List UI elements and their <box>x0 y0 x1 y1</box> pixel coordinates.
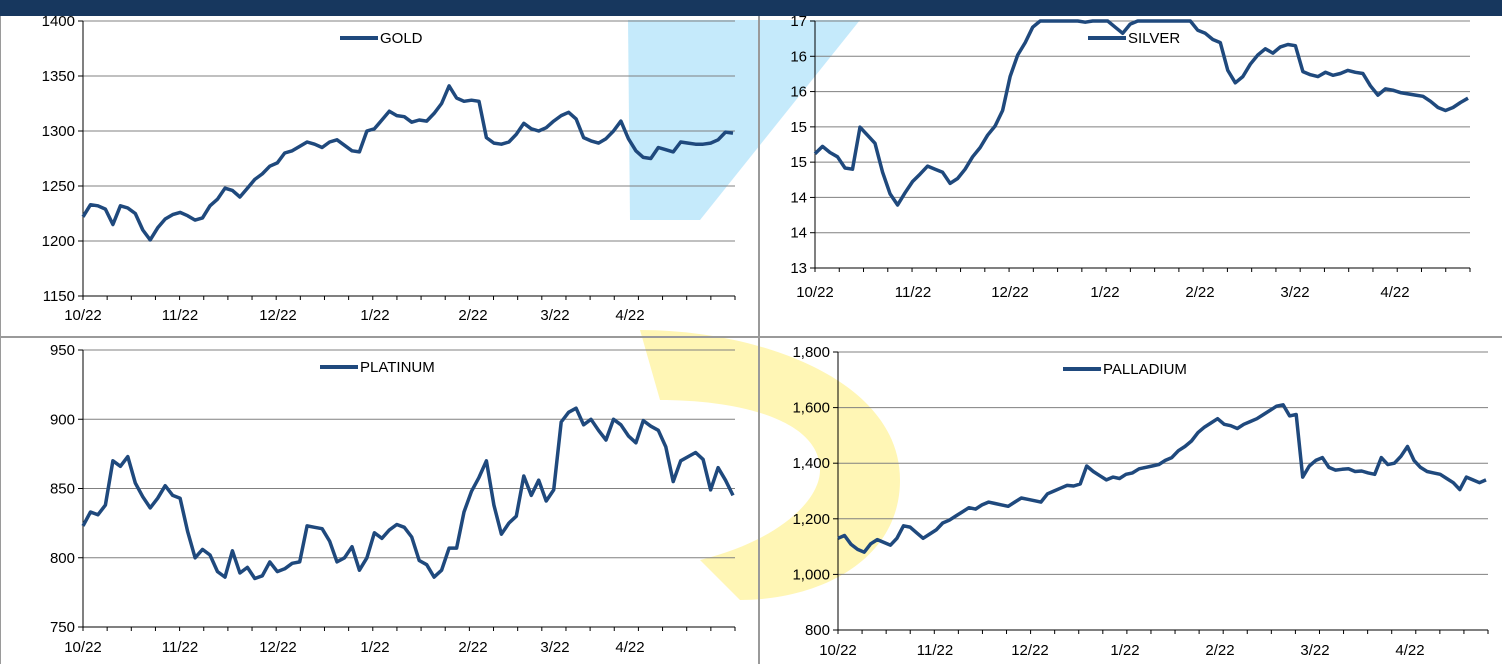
y-tick-label: 15 <box>790 119 807 136</box>
series-line-silver <box>813 19 1469 207</box>
y-tick-label: 15 <box>790 154 807 171</box>
y-tick-label: 1,600 <box>792 400 830 417</box>
x-tick-label: 12/22 <box>259 639 297 656</box>
x-tick-label: 4/22 <box>1380 284 1409 301</box>
horizontal-divider <box>0 336 1502 338</box>
x-tick-label: 2/22 <box>1205 642 1234 659</box>
y-tick-label: 13 <box>790 260 807 277</box>
x-tick-label: 1/22 <box>360 639 389 656</box>
y-tick-label: 1200 <box>42 233 75 250</box>
y-tick-label: 750 <box>50 619 75 636</box>
x-tick-label: 10/22 <box>796 284 834 301</box>
x-tick-label: 3/22 <box>1300 642 1329 659</box>
legend-label-platinum: PLATINUM <box>360 359 435 376</box>
x-tick-label: 10/22 <box>64 639 102 656</box>
x-tick-label: 2/22 <box>1185 284 1214 301</box>
x-tick-label: 12/22 <box>259 307 297 324</box>
legend-label-gold: GOLD <box>380 30 423 47</box>
x-tick-label: 2/22 <box>458 639 487 656</box>
y-tick-label: 14 <box>790 189 807 206</box>
legend-label-palladium: PALLADIUM <box>1103 361 1187 378</box>
x-tick-label: 3/22 <box>540 639 569 656</box>
legend-label-silver: SILVER <box>1128 30 1180 47</box>
series-line-gold <box>81 84 734 242</box>
vertical-divider <box>758 16 760 664</box>
y-tick-label: 800 <box>805 622 830 639</box>
y-tick-label: 1300 <box>42 123 75 140</box>
y-tick-label: 800 <box>50 550 75 567</box>
x-tick-label: 10/22 <box>64 307 102 324</box>
left-border <box>0 16 1 664</box>
y-tick-label: 1,800 <box>792 344 830 361</box>
y-tick-label: 1350 <box>42 68 75 85</box>
y-tick-label: 16 <box>790 48 807 65</box>
x-tick-label: 11/22 <box>162 639 198 656</box>
x-tick-label: 12/22 <box>1011 642 1049 659</box>
x-tick-label: 1/22 <box>360 307 389 324</box>
y-tick-label: 17 <box>790 13 807 30</box>
y-tick-label: 16 <box>790 84 807 101</box>
y-tick-label: 1250 <box>42 178 75 195</box>
y-tick-label: 950 <box>50 342 75 359</box>
x-tick-label: 3/22 <box>1280 284 1309 301</box>
series-line-platinum <box>81 406 735 581</box>
x-tick-label: 2/22 <box>458 307 487 324</box>
series-line-palladium <box>837 403 1487 554</box>
x-tick-label: 4/22 <box>615 307 644 324</box>
y-tick-label: 14 <box>790 225 807 242</box>
x-tick-label: 10/22 <box>819 642 857 659</box>
x-tick-label: 1/22 <box>1090 284 1119 301</box>
y-tick-label: 850 <box>50 481 75 498</box>
x-tick-label: 3/22 <box>540 307 569 324</box>
y-tick-label: 1150 <box>43 288 75 305</box>
x-tick-label: 12/22 <box>991 284 1029 301</box>
y-tick-label: 900 <box>50 411 75 428</box>
x-tick-label: 4/22 <box>615 639 644 656</box>
x-tick-label: 1/22 <box>1110 642 1139 659</box>
x-tick-label: 11/22 <box>162 307 198 324</box>
y-tick-label: 1,000 <box>792 566 830 583</box>
header-bar <box>0 0 1502 16</box>
x-tick-label: 11/22 <box>895 284 931 301</box>
x-tick-label: 4/22 <box>1395 642 1424 659</box>
y-tick-label: 1,200 <box>792 511 830 528</box>
y-tick-label: 1400 <box>42 13 75 30</box>
x-tick-label: 11/22 <box>917 642 953 659</box>
y-tick-label: 1,400 <box>792 455 830 472</box>
